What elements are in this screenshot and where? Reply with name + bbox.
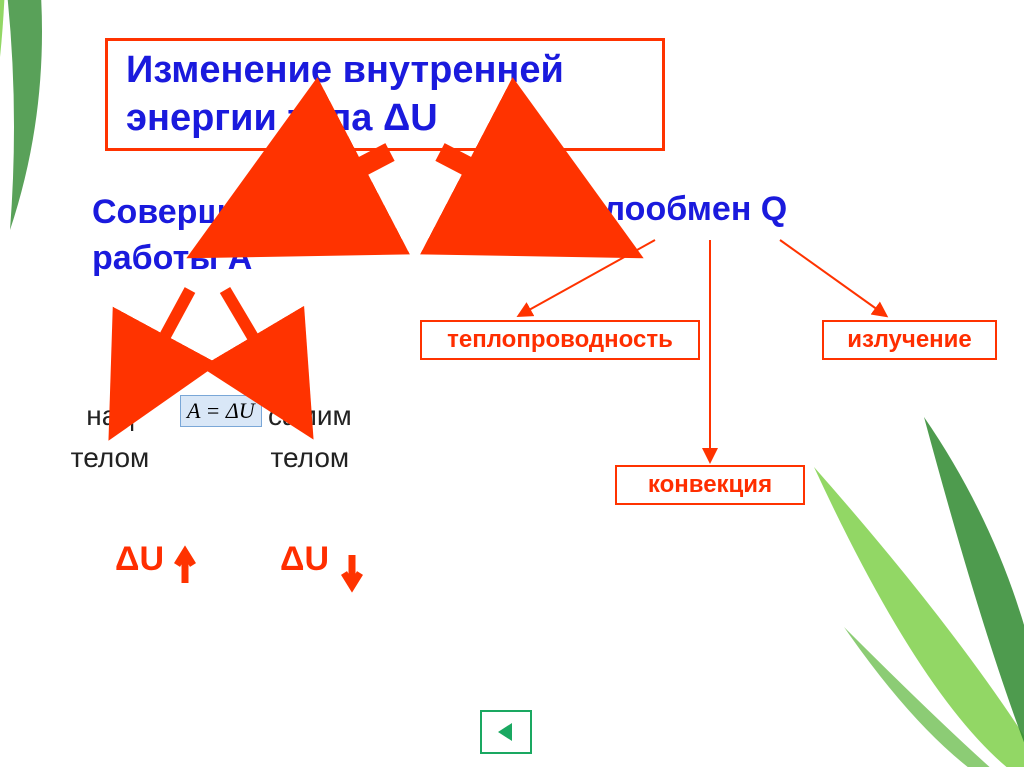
box-tp-text: теплопроводность: [447, 326, 673, 353]
sub-by-body: самим телом: [268, 395, 352, 479]
triangle-left-icon: [494, 720, 518, 744]
branch-heat-label: Теплообмен Q: [545, 190, 787, 228]
delta1-text: ΔU: [115, 540, 164, 578]
branch-work-label: Совершениеработы А: [92, 193, 305, 277]
leaves-bottom-right: [734, 377, 1024, 767]
title-box: Изменение внутренней энергии тела ΔU: [105, 38, 665, 151]
sub2-line1: самим: [268, 400, 352, 431]
box-radiation: излучение: [822, 320, 997, 360]
sub1-line1: над: [86, 400, 133, 431]
prev-slide-button[interactable]: [480, 710, 532, 754]
formula-box: A = ΔU: [180, 395, 262, 427]
box-conductivity: теплопроводность: [420, 320, 700, 360]
box-iz-text: излучение: [847, 326, 972, 353]
sub1-line2: телом: [71, 442, 150, 473]
formula-text: A = ΔU: [187, 398, 255, 423]
title-text: Изменение внутренней энергии тела ΔU: [126, 49, 564, 139]
sub-over-body: над телом: [71, 395, 150, 479]
delta-u-increase: ΔU: [115, 540, 164, 579]
branch-work: Совершениеработы А: [92, 190, 352, 282]
delta-u-decrease: ΔU: [280, 540, 329, 579]
box-kv-text: конвекция: [648, 471, 772, 498]
delta2-text: ΔU: [280, 540, 329, 578]
slide: Изменение внутренней энергии тела ΔU Сов…: [0, 0, 1024, 767]
box-convection: конвекция: [615, 465, 805, 505]
branch-heat: Теплообмен Q: [545, 190, 787, 229]
sub2-line2: телом: [271, 442, 350, 473]
